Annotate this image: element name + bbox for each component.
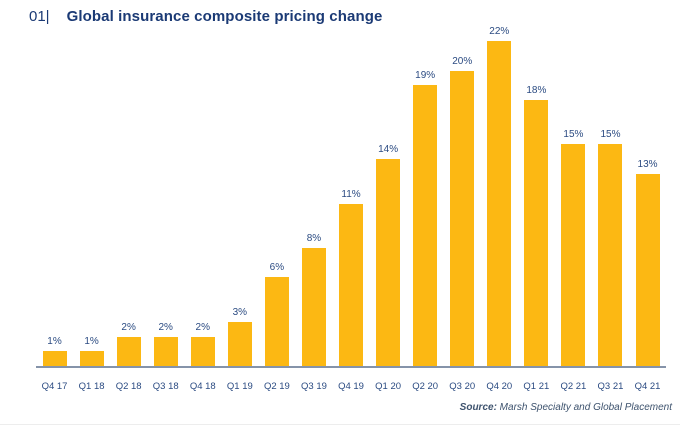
x-axis-tick-label: Q3 19 <box>301 381 327 392</box>
bar <box>116 336 141 366</box>
plot-area: 1% 1% 2% 2% 2% 3% 6% 8% 11% 14% 19% 20% 22% 18% 15% 15%… <box>36 18 666 368</box>
bar-column: 8% <box>295 233 332 366</box>
source-label: Source: <box>459 402 497 413</box>
bar <box>524 100 549 366</box>
bottom-divider <box>0 424 680 425</box>
bar-value-label: 3% <box>232 306 248 318</box>
bar-value-label: 2% <box>195 321 210 333</box>
bar-value-label: 1% <box>84 336 99 348</box>
bar <box>598 144 623 366</box>
bar-value-label: 22% <box>489 26 510 37</box>
x-axis-tick-label: Q3 21 <box>597 381 624 392</box>
bar <box>376 159 401 366</box>
bar-column: 2% <box>110 321 147 366</box>
x-axis-tick-label: Q4 21 <box>634 381 661 392</box>
bar <box>635 174 660 366</box>
bar <box>190 336 215 366</box>
x-axis-tick-label: Q3 18 <box>152 381 179 392</box>
x-axis-tick-label: Q3 20 <box>449 381 476 392</box>
bar-column: 20% <box>444 55 481 366</box>
figure-number: 01| <box>29 8 50 25</box>
bar <box>227 321 252 366</box>
x-axis-tick-label: Q2 19 <box>263 381 290 392</box>
bar-value-label: 11% <box>341 188 361 200</box>
bar-column: 18% <box>518 85 555 366</box>
bar-value-label: 1% <box>47 336 62 348</box>
bar <box>264 277 289 366</box>
source-note: Source: Marsh Specialty and Global Place… <box>460 402 672 413</box>
bar-column: 15% <box>592 129 629 366</box>
bar-column: 22% <box>481 26 518 366</box>
x-axis-tick-label: Q4 20 <box>486 381 513 392</box>
bar-value-label: 8% <box>306 232 322 244</box>
bar <box>487 41 512 366</box>
bar-column: 11% <box>333 188 370 366</box>
x-axis-tick-label: Q1 19 <box>226 381 253 392</box>
bar-value-label: 15% <box>563 129 584 141</box>
bar-column: 13% <box>629 159 666 366</box>
chart-title: Global insurance composite pricing chang… <box>66 8 383 25</box>
bar <box>561 144 586 366</box>
x-axis-tick-label: Q4 18 <box>189 381 216 392</box>
bar-column: 1% <box>36 336 73 366</box>
x-axis-tick-label: Q1 21 <box>523 381 550 392</box>
bar-column: 2% <box>184 321 221 366</box>
bar-value-label: 13% <box>637 159 658 170</box>
bar-column: 19% <box>407 70 444 366</box>
x-axis-tick-label: Q2 20 <box>412 381 439 392</box>
bar <box>79 351 104 366</box>
bar-column: 6% <box>258 262 295 366</box>
bar-value-label: 2% <box>158 321 173 333</box>
source-text: Marsh Specialty and Global Placement <box>496 402 672 413</box>
bar-value-label: 20% <box>452 55 473 67</box>
bar-value-label: 14% <box>378 144 399 156</box>
x-axis-tick-label: Q2 18 <box>115 381 142 392</box>
bar-column: 1% <box>73 336 110 366</box>
bar-column: 3% <box>221 307 258 366</box>
bar-column: 14% <box>370 144 407 366</box>
bar-value-label: 19% <box>415 70 436 82</box>
bar <box>301 247 326 366</box>
bar <box>42 351 67 366</box>
bar <box>153 336 178 366</box>
bar <box>339 203 364 366</box>
bar <box>413 85 438 366</box>
x-axis-labels: Q4 17 Q1 18 Q2 18 Q3 18 Q4 18 Q1 19 Q2 19 Q3 19… <box>36 381 666 392</box>
bar-column: 2% <box>147 321 184 366</box>
bar-value-label: 6% <box>269 262 285 274</box>
bar-value-label: 2% <box>121 321 136 333</box>
x-axis-tick-label: Q2 21 <box>560 381 587 392</box>
bar-column: 15% <box>555 129 592 366</box>
x-axis-tick-label: Q1 20 <box>375 381 402 392</box>
bar-value-label: 15% <box>600 129 621 141</box>
x-axis-tick-label: Q4 17 <box>41 381 68 392</box>
bar <box>450 70 475 366</box>
x-axis-tick-label: Q4 19 <box>338 381 364 392</box>
chart-header: 01| Global insurance composite pricing c… <box>29 8 382 25</box>
bar-value-label: 18% <box>526 85 547 97</box>
x-axis-tick-label: Q1 18 <box>78 381 105 392</box>
